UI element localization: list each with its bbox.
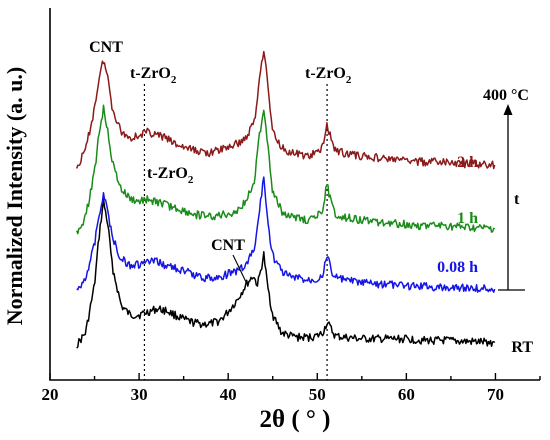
tzro2-label-right: t-ZrO2 [305,65,352,86]
series-line-rt [76,197,496,349]
tzro2-label-middle: t-ZrO2 [147,165,194,186]
x-tick-label: 60 [398,385,415,404]
series-group [75,50,496,349]
series-label-2h: 2 h [457,154,478,171]
y-axis-title: Normalized Intensity (a. u.) [2,67,27,325]
time-axis-label: t [514,191,520,208]
series-line-2-h [75,50,496,170]
x-tick-label: 70 [487,385,504,404]
x-tick-label: 40 [220,385,237,404]
reference-lines [143,84,328,380]
x-tick-label: 20 [42,385,59,404]
series-label-008h: 0.08 h [437,259,478,276]
x-axis-title: 2θ ( ° ) [260,406,331,433]
series-label-1h: 1 h [457,210,478,227]
x-tick-label: 30 [131,385,148,404]
series-line-0-08-h [76,176,496,293]
cnt-shoulder-label: CNT [211,237,245,254]
series-line-1-h [75,104,496,235]
cnt-peak-label: CNT [89,39,123,56]
tzro2-label-left: t-ZrO2 [130,65,177,86]
x-tick-label: 50 [309,385,326,404]
time-arrow-head [503,104,513,115]
series-label-rt: RT [511,339,533,356]
x-axis-ticks: 20 30 40 50 60 70 [42,373,541,404]
cnt-shoulder-pointer [232,254,247,283]
temperature-label: 400 °C [483,87,529,104]
